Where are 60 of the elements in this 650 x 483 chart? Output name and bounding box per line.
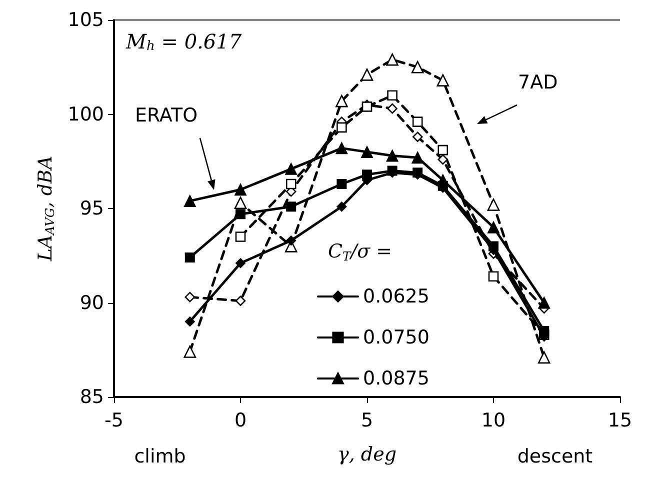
annotation: Mh = 0.617 [125,30,242,54]
point [412,152,424,164]
point [412,116,423,127]
point [387,103,398,114]
x-tick-label: 5 [360,410,374,432]
y-tick-label: 85 [80,386,104,408]
point [286,202,296,212]
annotation: 7AD [518,72,558,94]
point [361,146,373,158]
text: climb [134,446,186,468]
point [285,162,298,175]
text: descent [517,446,593,468]
point [360,68,374,81]
point [286,178,296,190]
point [234,196,247,209]
point [336,178,347,189]
point [236,209,246,220]
point [184,292,196,302]
point [336,142,348,154]
y-tick-label: 105 [68,9,104,31]
point [412,132,423,142]
point [487,198,500,211]
point [336,122,347,133]
point [236,258,246,268]
point [336,202,347,212]
point [488,271,499,282]
point [184,252,195,263]
point [387,90,398,101]
point [235,232,246,242]
point [538,351,550,364]
point [336,94,348,108]
point [539,326,550,336]
legend-label: 0.0625 [363,286,430,308]
point [488,241,498,252]
x-tick-label: 0 [234,410,247,432]
point [362,170,372,180]
x-tick-label: 15 [608,410,632,432]
point [184,316,195,327]
point [438,144,448,156]
point [411,60,424,74]
point [436,74,450,86]
annotation: ERATO [135,104,198,126]
point [184,194,196,207]
point [488,221,500,234]
point [386,53,398,66]
legend-label: 0.0750 [363,326,430,348]
x-axis-title: γ, deg [337,444,397,466]
legend-label: 0.0875 [363,368,430,390]
point [386,150,398,162]
y-tick-label: 95 [80,198,104,220]
x-tick-label: 10 [481,410,506,432]
point [184,346,196,358]
y-tick-label: 90 [80,292,104,314]
point [286,236,296,246]
point [538,296,550,309]
y-tick-label: 100 [68,103,104,126]
point [234,184,246,196]
x-tick-label: -5 [104,410,124,432]
point [362,102,372,112]
y-axis-title: LAAVG, dBA [34,156,57,262]
